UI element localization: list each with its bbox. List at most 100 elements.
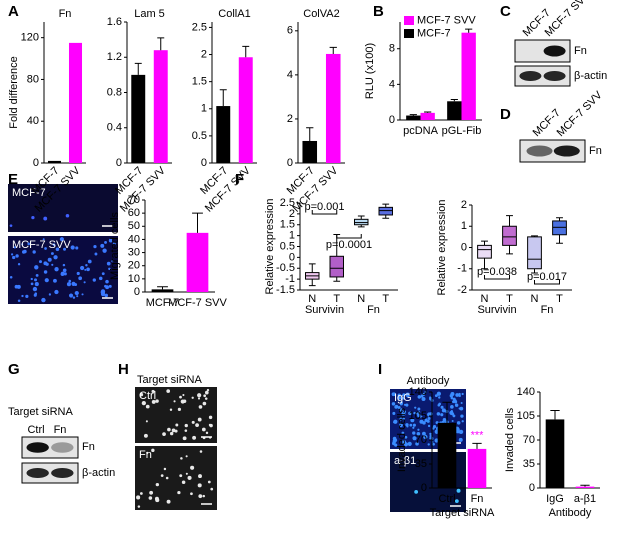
cell bbox=[203, 394, 207, 398]
x-tick-label: Ctrl bbox=[438, 493, 455, 505]
cell bbox=[435, 429, 438, 433]
cell bbox=[169, 408, 173, 411]
cell bbox=[418, 414, 422, 418]
error-bar bbox=[450, 99, 458, 102]
cell bbox=[180, 457, 183, 460]
cell bbox=[17, 299, 21, 303]
y-tick-label: -0.5 bbox=[276, 262, 295, 274]
error-bar bbox=[219, 89, 227, 107]
cell bbox=[459, 406, 464, 411]
error-bar bbox=[157, 286, 168, 290]
x-tick-label: T bbox=[333, 293, 340, 305]
cell bbox=[441, 408, 446, 413]
blot-title: Target siRNA bbox=[8, 406, 73, 418]
bar bbox=[153, 50, 168, 164]
cell bbox=[9, 224, 13, 228]
y-tick-label: 2.5 bbox=[280, 197, 295, 209]
cell bbox=[111, 260, 114, 263]
cell bbox=[187, 475, 192, 480]
row-label: Fn bbox=[82, 441, 95, 453]
cell bbox=[60, 272, 65, 277]
p-value: p=0.001 bbox=[304, 201, 344, 213]
bar bbox=[406, 115, 421, 120]
y-tick-label: -1 bbox=[285, 273, 295, 285]
bar bbox=[131, 74, 146, 163]
cell bbox=[442, 418, 447, 422]
cell bbox=[202, 401, 207, 406]
cell bbox=[451, 420, 454, 423]
y-tick-label: 70 bbox=[128, 194, 140, 206]
panel-label: C bbox=[500, 3, 511, 20]
cell bbox=[456, 421, 461, 425]
cell bbox=[166, 499, 171, 504]
cell bbox=[155, 482, 160, 487]
cell bbox=[400, 396, 404, 400]
cell bbox=[165, 476, 169, 480]
cell bbox=[414, 406, 417, 409]
blot-band bbox=[543, 71, 566, 81]
cell bbox=[417, 407, 421, 411]
cell bbox=[184, 423, 188, 428]
cell bbox=[162, 432, 166, 436]
y-tick-label: 8 bbox=[389, 43, 395, 55]
cell bbox=[54, 289, 59, 295]
legend-label: MCF-7 SVV bbox=[417, 14, 476, 26]
box bbox=[502, 225, 517, 246]
lane-label: MCF-7 SVV bbox=[555, 89, 605, 139]
y-tick-label: 4 bbox=[287, 69, 293, 81]
cell bbox=[33, 278, 38, 282]
y-tick-label: -2 bbox=[457, 284, 467, 296]
cell bbox=[78, 276, 83, 281]
cell bbox=[163, 467, 167, 471]
cell bbox=[397, 406, 401, 410]
cell bbox=[404, 435, 408, 439]
box bbox=[329, 255, 344, 278]
cell bbox=[93, 245, 97, 249]
y-axis-label: Fold difference bbox=[8, 56, 20, 129]
cell bbox=[424, 390, 427, 394]
bar bbox=[447, 101, 462, 120]
blot bbox=[514, 65, 571, 87]
cell bbox=[108, 267, 111, 271]
micrograph-label: MCF-7 SVV bbox=[12, 239, 71, 251]
cell bbox=[179, 395, 182, 399]
bar bbox=[68, 42, 83, 164]
cell bbox=[80, 265, 85, 271]
cell bbox=[199, 450, 203, 453]
cell bbox=[86, 267, 90, 272]
micrograph-title: Antibody bbox=[407, 375, 450, 387]
y-tick-label: 0.4 bbox=[107, 122, 122, 134]
cell bbox=[424, 418, 428, 422]
cell bbox=[175, 423, 179, 427]
cell bbox=[407, 441, 412, 446]
cell bbox=[403, 403, 407, 406]
y-tick-label: 1 bbox=[289, 230, 295, 242]
row-label: Fn bbox=[574, 45, 587, 57]
error-bar bbox=[306, 127, 314, 141]
y-tick-label: 0 bbox=[421, 482, 427, 494]
cell bbox=[87, 259, 92, 264]
cell bbox=[412, 426, 415, 429]
cell bbox=[32, 250, 36, 254]
cell bbox=[85, 263, 88, 267]
x-tick-label: T bbox=[382, 293, 389, 305]
box bbox=[527, 236, 542, 270]
cell bbox=[409, 423, 413, 427]
cell bbox=[434, 394, 438, 398]
cell bbox=[139, 492, 143, 495]
blot-band bbox=[26, 442, 49, 453]
y-axis-label: Relative expression bbox=[264, 199, 276, 295]
y-tick-label: 2 bbox=[201, 48, 207, 60]
y-tick-label: 1.6 bbox=[107, 16, 122, 28]
cell bbox=[392, 411, 396, 415]
cell bbox=[9, 275, 13, 279]
cell bbox=[399, 408, 404, 412]
group-label: Fn bbox=[367, 304, 380, 316]
cell bbox=[206, 388, 210, 392]
cell bbox=[74, 290, 79, 296]
cell bbox=[141, 400, 146, 406]
cell bbox=[181, 480, 186, 485]
box bbox=[354, 218, 369, 226]
cell bbox=[198, 494, 203, 499]
y-axis-label: RLU (x100) bbox=[364, 43, 376, 99]
